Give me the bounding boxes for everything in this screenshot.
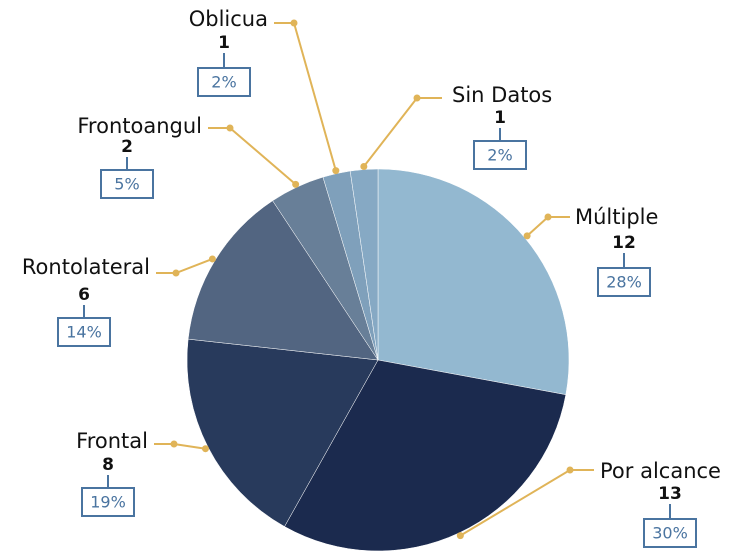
slice-percent: 2% (211, 73, 236, 92)
leader-dot (566, 466, 574, 474)
slice-percent: 5% (114, 175, 139, 194)
slice-count: 1 (494, 108, 506, 128)
slice-name: Frontal (76, 429, 148, 453)
pct-box (473, 140, 527, 170)
slice-count: 1 (218, 33, 230, 53)
leader-dot (290, 19, 298, 27)
leader-dot (413, 94, 421, 102)
slice-percent: 19% (90, 493, 126, 512)
pct-box (197, 67, 251, 97)
pct-box (57, 317, 111, 347)
leader-line (274, 22, 337, 171)
slice-name: Sin Datos (452, 83, 552, 107)
slice-name: Oblicua (189, 7, 268, 31)
leader-dot (544, 213, 552, 221)
slice-count: 12 (612, 233, 636, 253)
slice-count: 2 (121, 137, 133, 157)
slice-percent: 14% (66, 323, 102, 342)
leader-dot (292, 180, 300, 188)
leader-dot (172, 269, 180, 277)
slice-percent: 2% (487, 146, 512, 165)
slice-count: 6 (78, 285, 90, 305)
slice-count: 8 (102, 455, 114, 475)
pie-slice (377, 168, 570, 395)
slice-name: Por alcance (600, 459, 721, 483)
leader-dot (456, 532, 464, 540)
slice-name: Múltiple (575, 205, 658, 229)
pct-box (597, 267, 651, 297)
leader-dot (170, 440, 178, 448)
leader-line (363, 97, 442, 168)
leader-dot (226, 124, 234, 132)
slice-count: 13 (658, 484, 682, 504)
leader-line (208, 127, 297, 186)
leader-line (156, 258, 213, 274)
slice-name: Frontoangul (77, 114, 202, 138)
leader-dot (208, 255, 216, 263)
leader-dot (523, 232, 531, 240)
pct-box (81, 487, 135, 517)
slice-name: Rontolateral (22, 255, 150, 279)
slice-percent: 30% (652, 524, 688, 543)
leader-dot (201, 445, 209, 453)
pct-box (100, 169, 154, 199)
leader-line (154, 443, 206, 450)
pct-box (643, 518, 697, 548)
slice-percent: 28% (606, 273, 642, 292)
leader-dot (360, 163, 368, 171)
leader-dot (332, 167, 340, 175)
